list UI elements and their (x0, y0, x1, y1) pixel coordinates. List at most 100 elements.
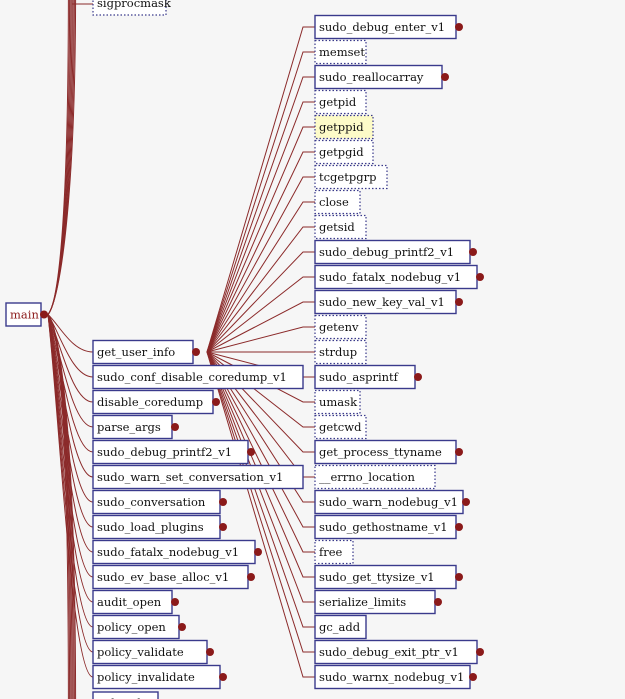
expand-dot[interactable] (171, 598, 179, 606)
expand-dot[interactable] (455, 573, 463, 581)
node-sudo-warnx-nodebug-v1[interactable]: sudo_warnx_nodebug_v1 (314, 664, 477, 690)
node-policy-invalidate[interactable]: policy_invalidate (92, 664, 227, 690)
node-label: policy_list (97, 696, 156, 699)
expand-dot[interactable] (212, 398, 220, 406)
node-strdup[interactable]: strdup (314, 339, 367, 365)
node-label: tcgetpgrp (319, 170, 376, 184)
node-close[interactable]: close (314, 189, 361, 215)
node-label: main (10, 308, 39, 322)
node-box (92, 464, 304, 490)
node-memset[interactable]: memset (314, 39, 367, 65)
node-getppid[interactable]: getppid (314, 114, 374, 140)
node-policy-list[interactable]: policy_list (92, 691, 159, 699)
node-errno-location[interactable]: __errno_location (314, 464, 436, 490)
node-disable-coredump[interactable]: disable_coredump (92, 389, 220, 415)
expand-dot[interactable] (434, 598, 442, 606)
node-sudo-conversation[interactable]: sudo_conversation (92, 489, 227, 515)
node-label: sudo_get_ttysize_v1 (319, 570, 435, 584)
node-sudo-conf-disable-coredump-v1[interactable]: sudo_conf_disable_coredump_v1 (92, 364, 304, 390)
expand-dot[interactable] (254, 548, 262, 556)
node-sudo-get-ttysize-v1[interactable]: sudo_get_ttysize_v1 (314, 564, 463, 590)
node-getpgid[interactable]: getpgid (314, 139, 374, 165)
expand-dot[interactable] (462, 498, 470, 506)
node-getcwd[interactable]: getcwd (314, 414, 367, 440)
node-audit-open[interactable]: audit_open (92, 589, 179, 615)
node-sudo-reallocarray[interactable]: sudo_reallocarray (314, 64, 449, 90)
node-getpid[interactable]: getpid (314, 89, 367, 115)
expand-dot[interactable] (219, 498, 227, 506)
node-tcgetpgrp[interactable]: tcgetpgrp (314, 164, 388, 190)
node-sudo-load-plugins[interactable]: sudo_load_plugins (92, 514, 227, 540)
node-main[interactable]: main (5, 302, 48, 327)
expand-dot[interactable] (219, 673, 227, 681)
node-getenv[interactable]: getenv (314, 314, 367, 340)
node-sudo-warn-set-conversation-v1[interactable]: sudo_warn_set_conversation_v1 (92, 464, 304, 490)
expand-dot[interactable] (469, 673, 477, 681)
node-box (314, 139, 374, 165)
node-label: strdup (319, 345, 357, 359)
node-sudo-new-key-val-v1[interactable]: sudo_new_key_val_v1 (314, 289, 463, 315)
node-sigprocmask[interactable]: sigprocmask (92, 0, 172, 16)
expand-dot[interactable] (455, 448, 463, 456)
node-label: memset (319, 45, 365, 59)
node-box (92, 691, 159, 699)
node-sudo-warn-nodebug-v1[interactable]: sudo_warn_nodebug_v1 (314, 489, 470, 515)
node-sudo-debug-exit-ptr-v1[interactable]: sudo_debug_exit_ptr_v1 (314, 639, 484, 665)
node-umask[interactable]: umask (314, 389, 361, 415)
node-get-process-ttyname[interactable]: get_process_ttyname (314, 439, 463, 465)
expand-dot[interactable] (476, 648, 484, 656)
node-box (314, 464, 436, 490)
node-serialize-limits[interactable]: serialize_limits (314, 589, 442, 615)
expand-dot[interactable] (441, 73, 449, 81)
node-box (314, 39, 367, 65)
expand-dot[interactable] (469, 248, 477, 256)
expand-dot[interactable] (192, 348, 200, 356)
expand-dot[interactable] (171, 423, 179, 431)
node-label: policy_open (97, 620, 166, 634)
node-label: serialize_limits (319, 595, 406, 609)
edge-hub-getsid (206, 226, 315, 353)
node-sudo-asprintf[interactable]: sudo_asprintf (314, 364, 422, 390)
expand-dot[interactable] (40, 310, 48, 319)
node-sudo-fatalx-nodebug-v1[interactable]: sudo_fatalx_nodebug_v1 (92, 539, 262, 565)
node-label: sudo_debug_printf2_v1 (97, 445, 232, 459)
expand-dot[interactable] (455, 298, 463, 306)
expand-dot[interactable] (455, 523, 463, 531)
expand-dot[interactable] (247, 448, 255, 456)
expand-dot[interactable] (455, 23, 463, 31)
node-label: getcwd (319, 420, 362, 434)
node-label: free (319, 545, 343, 559)
expand-dot[interactable] (247, 573, 255, 581)
expand-dot[interactable] (178, 623, 186, 631)
node-label: sudo_fatalx_nodebug_v1 (97, 545, 239, 559)
node-get-user-info[interactable]: get_user_info (92, 339, 200, 365)
node-sudo-debug-printf2-v1[interactable]: sudo_debug_printf2_v1 (92, 439, 255, 465)
edge-hub-memset (206, 51, 315, 353)
node-parse-args[interactable]: parse_args (92, 414, 179, 440)
node-getsid[interactable]: getsid (314, 214, 367, 240)
node-label: umask (319, 395, 358, 409)
main-trunk (47, 0, 77, 699)
node-sudo-fatalx-nodebug-v1[interactable]: sudo_fatalx_nodebug_v1 (314, 264, 484, 290)
node-policy-validate[interactable]: policy_validate (92, 639, 214, 665)
node-label: sudo_debug_enter_v1 (319, 20, 445, 34)
node-gc-add[interactable]: gc_add (314, 614, 367, 640)
trunk-line-up (47, 0, 69, 315)
node-sudo-debug-printf2-v1[interactable]: sudo_debug_printf2_v1 (314, 239, 477, 265)
edge-hub-free (206, 351, 315, 553)
expand-dot[interactable] (414, 373, 422, 381)
node-label: sudo_warn_nodebug_v1 (319, 495, 458, 509)
node-sudo-ev-base-alloc-v1[interactable]: sudo_ev_base_alloc_v1 (92, 564, 255, 590)
node-label: policy_invalidate (97, 670, 195, 684)
node-policy-open[interactable]: policy_open (92, 614, 186, 640)
node-box (314, 114, 374, 140)
node-sudo-gethostname-v1[interactable]: sudo_gethostname_v1 (314, 514, 463, 540)
expand-dot[interactable] (219, 523, 227, 531)
node-label: sudo_debug_printf2_v1 (319, 245, 454, 259)
node-label: getppid (319, 120, 364, 134)
expand-dot[interactable] (206, 648, 214, 656)
node-label: sudo_new_key_val_v1 (319, 295, 445, 309)
node-free[interactable]: free (314, 539, 354, 565)
node-sudo-debug-enter-v1[interactable]: sudo_debug_enter_v1 (314, 14, 463, 40)
expand-dot[interactable] (476, 273, 484, 281)
